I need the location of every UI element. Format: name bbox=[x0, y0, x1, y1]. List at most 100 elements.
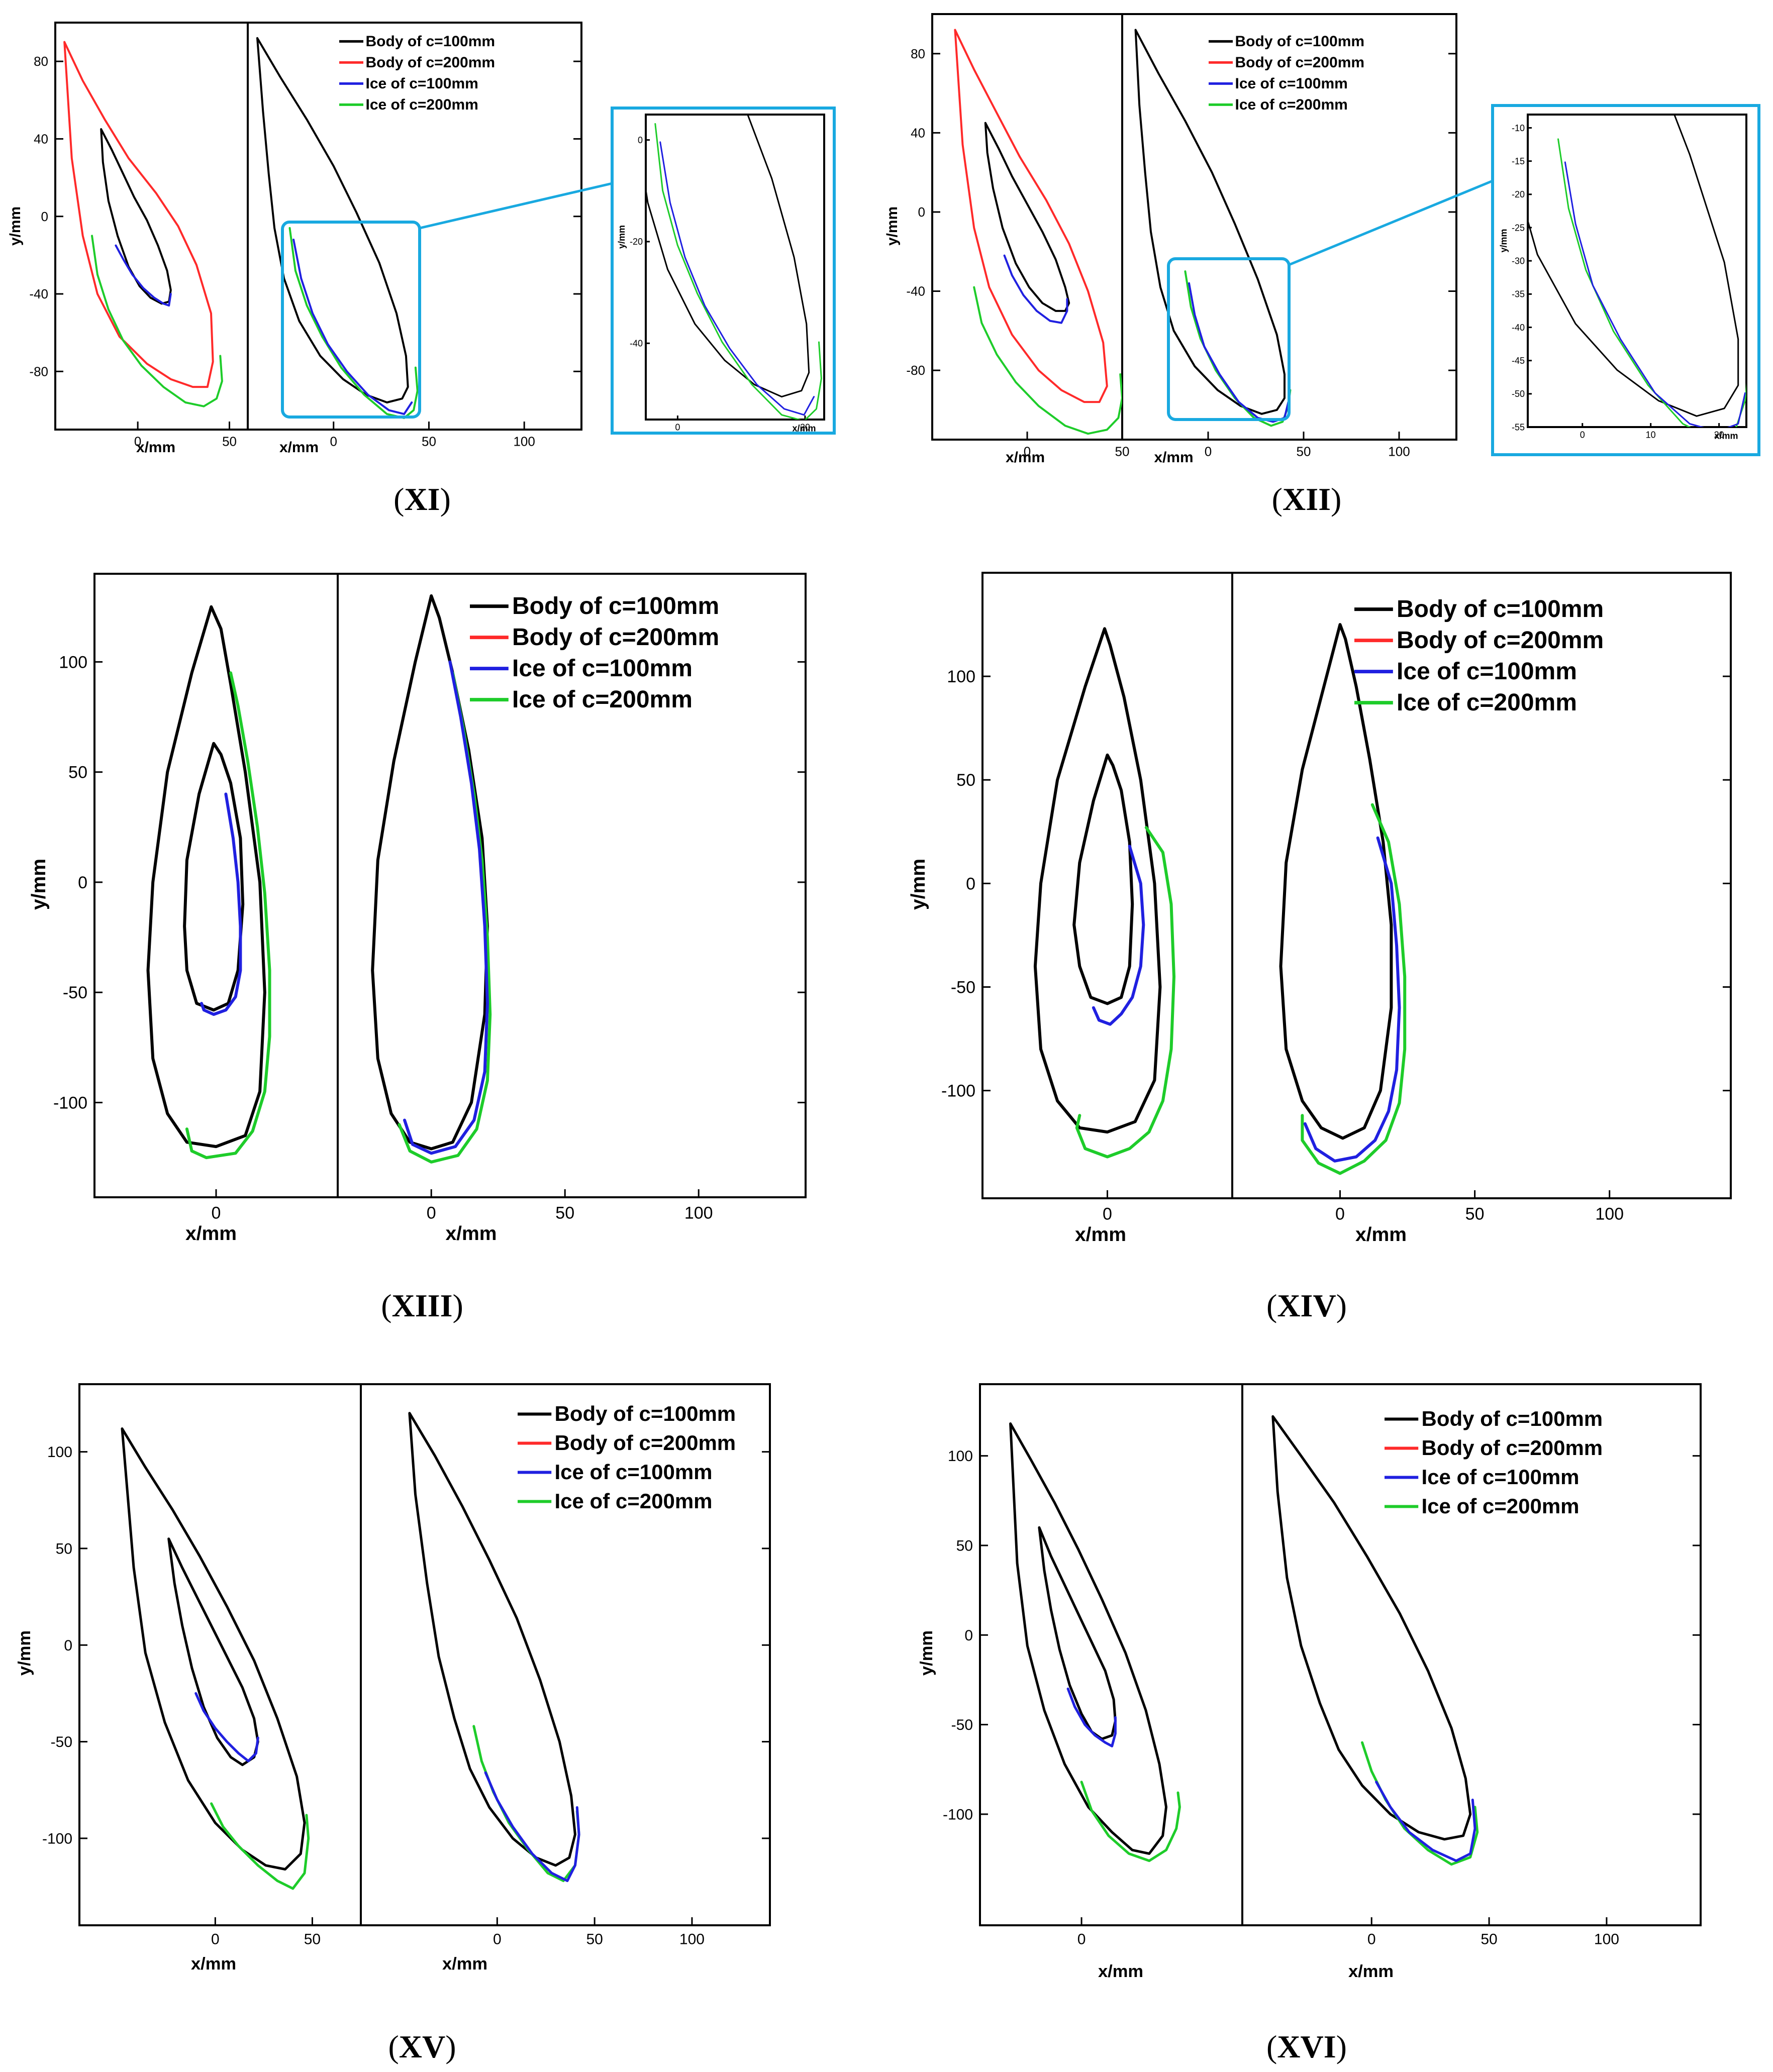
left-plot-frame bbox=[78, 1383, 362, 1926]
zoom-inset-box bbox=[611, 107, 836, 435]
series-line-ice-of-c-200mm-left-2 bbox=[185, 671, 271, 1160]
series-line-body-of-c-100mm-right-0 bbox=[1134, 29, 1286, 415]
series-line-ice-of-c-200mm-left-2 bbox=[210, 1802, 310, 1890]
y-tick-label: -80 bbox=[29, 364, 48, 379]
inset-y-tick-label: -20 bbox=[630, 237, 643, 247]
right-panel-curves bbox=[256, 37, 419, 419]
x-tick-label: 50 bbox=[422, 434, 436, 449]
x-tick-label: 0 bbox=[1205, 444, 1212, 459]
series-line-ice-of-c-100mm-right-2 bbox=[292, 239, 413, 416]
inset-curves bbox=[646, 115, 822, 420]
series-line-body-of-c-100mm-left-0 bbox=[146, 605, 266, 1149]
figure-caption: (XII) bbox=[1272, 481, 1342, 517]
x-tick-label: 0 bbox=[1335, 1205, 1345, 1224]
legend-entry: Body of c=200mm bbox=[1235, 54, 1365, 71]
y-tick-label: -100 bbox=[53, 1093, 87, 1112]
y-tick-label: 50 bbox=[956, 1537, 973, 1554]
inset-y-tick-label: 0 bbox=[638, 135, 643, 145]
y-tick-label: -40 bbox=[906, 284, 925, 299]
series-line-ice-of-c-200mm-right-1 bbox=[288, 227, 419, 419]
series-line-body-of-c-100mm-left-1 bbox=[183, 742, 245, 1012]
x-tick-label: 50 bbox=[304, 1931, 321, 1948]
x-axis-label: x/mm bbox=[136, 439, 175, 456]
legend-entry: Ice of c=100mm bbox=[1235, 75, 1348, 92]
x-tick-label: 50 bbox=[555, 1204, 574, 1223]
x-tick-label: 0 bbox=[330, 434, 337, 449]
series-line-body-of-c-100mm-left-1 bbox=[167, 1537, 259, 1767]
legend-entry: Body of c=100mm bbox=[1397, 596, 1604, 623]
chart-xiii: -100 -50 0 50 100 0 0 50 100 x/mm x/mm y/mm Body of … bbox=[28, 573, 807, 1323]
chart-xvi: -100 -50 0 50 100 0 0 50 100 x/mm x/mm y/mm Body of … bbox=[917, 1383, 1702, 2064]
right-plot-frame bbox=[1241, 1383, 1702, 1926]
figure-caption: (XI) bbox=[393, 481, 451, 517]
y-tick-label: 0 bbox=[964, 1627, 973, 1644]
y-tick-label: -80 bbox=[906, 363, 925, 378]
x-axis-label: x/mm bbox=[185, 1223, 237, 1245]
series-line-ice-of-c-200mm-right-1 bbox=[1557, 138, 1746, 427]
left-panel-curves bbox=[1033, 627, 1175, 1159]
series-line-body-of-c-200mm-left-0 bbox=[63, 41, 214, 388]
y-tick-label: 100 bbox=[947, 667, 975, 686]
inset-x-tick-label: 10 bbox=[1646, 430, 1656, 440]
series-line-body-of-c-100mm-right-0 bbox=[256, 37, 409, 403]
x-tick-label: 0 bbox=[427, 1204, 436, 1223]
y-tick-label: -50 bbox=[63, 983, 87, 1002]
series-line-body-of-c-100mm-left-1 bbox=[1038, 1526, 1117, 1740]
inset-y-tick-label: -30 bbox=[1512, 256, 1525, 266]
series-line-ice-of-c-200mm-right-1 bbox=[472, 1725, 580, 1882]
inset-y-tick-label: -10 bbox=[1512, 123, 1525, 133]
x-axis-label-right: x/mm bbox=[1154, 449, 1193, 466]
legend-entry: Body of c=100mm bbox=[366, 33, 496, 50]
series-line-body-of-c-100mm-right-0 bbox=[1279, 623, 1393, 1140]
x-tick-label: 50 bbox=[586, 1931, 603, 1948]
right-panel-curves bbox=[1279, 623, 1407, 1175]
inset-x-tick-label: 0 bbox=[675, 423, 680, 433]
x-tick-label: 100 bbox=[1594, 1931, 1619, 1948]
inset-x-tick-label: 20 bbox=[1714, 430, 1724, 440]
x-tick-label: 100 bbox=[679, 1931, 705, 1948]
right-panel-curves bbox=[408, 1412, 580, 1882]
series-line-ice-of-c-100mm-right-2 bbox=[484, 1771, 580, 1882]
right-plot-frame bbox=[1121, 13, 1457, 441]
left-plot-frame bbox=[981, 572, 1233, 1199]
x-axis-label-right: x/mm bbox=[445, 1223, 497, 1245]
y-tick-label: 50 bbox=[56, 1540, 72, 1557]
x-tick-label: 100 bbox=[513, 434, 535, 449]
y-tick-label: 40 bbox=[34, 132, 48, 147]
series-line-body-of-c-100mm-left-1 bbox=[100, 128, 172, 305]
series-line-ice-of-c-100mm-left-3 bbox=[1003, 254, 1068, 324]
x-axis-label: x/mm bbox=[191, 1954, 236, 1974]
y-tick-label: -50 bbox=[951, 978, 975, 997]
inset-plot-frame bbox=[1527, 114, 1747, 428]
y-tick-label: 0 bbox=[966, 874, 975, 893]
zoom-connector-line bbox=[419, 182, 613, 230]
inset-curves bbox=[1528, 115, 1746, 427]
series-line-ice-of-c-100mm-left-3 bbox=[1066, 1687, 1117, 1747]
y-tick-label: 0 bbox=[918, 204, 925, 220]
y-tick-label: -40 bbox=[29, 286, 48, 301]
inset-y-tick-label: -40 bbox=[630, 339, 643, 349]
left-panel-curves bbox=[63, 41, 223, 407]
right-plot-frame bbox=[1231, 572, 1732, 1199]
left-plot-frame bbox=[931, 13, 1123, 441]
x-axis-label-right: x/mm bbox=[1348, 1962, 1394, 1981]
series-line-ice-of-c-200mm-right-1 bbox=[1301, 803, 1407, 1175]
right-plot-frame bbox=[247, 22, 582, 431]
y-tick-label: 100 bbox=[59, 653, 87, 672]
y-tick-label: -100 bbox=[42, 1830, 72, 1847]
y-tick-label: 50 bbox=[956, 771, 975, 790]
x-tick-label: 100 bbox=[1595, 1205, 1624, 1224]
inset-y-tick-label: -20 bbox=[1512, 189, 1525, 199]
left-panel-curves bbox=[146, 605, 271, 1160]
series-line-ice-of-c-100mm-left-3 bbox=[1092, 845, 1145, 1026]
y-tick-label: 80 bbox=[911, 46, 925, 61]
left-plot-frame bbox=[93, 573, 339, 1198]
series-line-body-of-c-200mm-left-0 bbox=[954, 29, 1108, 403]
y-tick-label: 40 bbox=[911, 125, 925, 140]
series-line-ice-of-c-100mm-left-3 bbox=[115, 244, 172, 307]
legend-entry: Body of c=100mm bbox=[555, 1402, 736, 1425]
legend-entry: Ice of c=100mm bbox=[1397, 658, 1577, 685]
y-tick-label: 50 bbox=[68, 763, 87, 782]
series-line-body-of-c-100mm-right-0 bbox=[1271, 1415, 1472, 1841]
